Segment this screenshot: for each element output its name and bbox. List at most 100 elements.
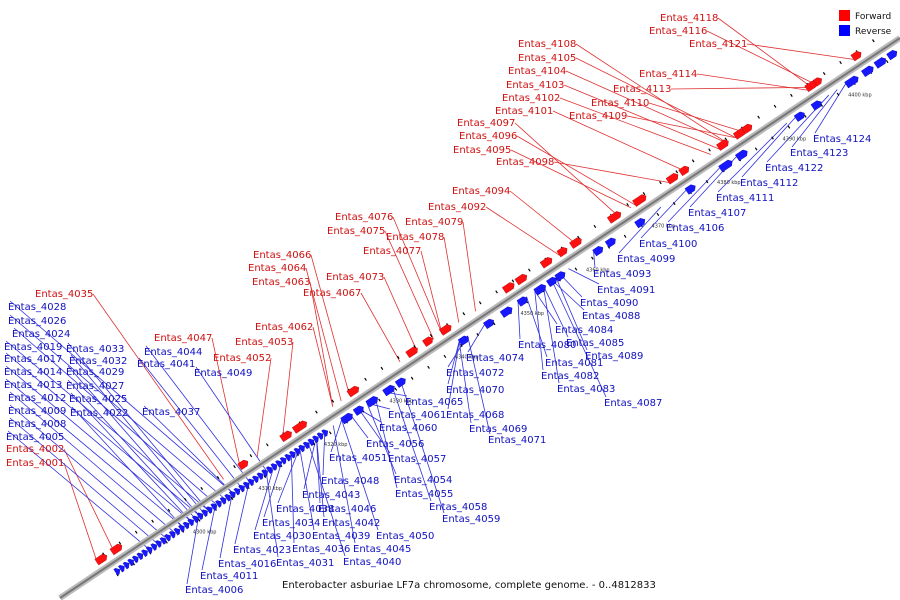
forward-gene — [279, 430, 292, 443]
leader-line — [514, 122, 619, 217]
minor-tick — [642, 192, 646, 196]
reverse-gene — [219, 497, 227, 505]
minor-tick — [429, 334, 433, 338]
reverse-gene — [113, 568, 121, 576]
minor-tick — [803, 114, 807, 118]
leader-line — [593, 251, 596, 269]
gene-label: Entas_4030 — [253, 531, 311, 542]
gene-label: Entas_4085 — [566, 338, 624, 349]
leader-line — [13, 327, 216, 505]
minor-tick — [263, 474, 267, 479]
minor-tick — [574, 267, 578, 271]
leader-line — [234, 481, 250, 545]
minor-tick — [394, 387, 398, 391]
reverse-gene — [321, 429, 329, 437]
gene-label: Entas_4001 — [6, 458, 64, 469]
gene-label: Entas_4104 — [508, 66, 566, 77]
gene-label: Entas_4025 — [69, 394, 127, 405]
gene-label: Entas_4084 — [555, 325, 613, 336]
gene-label: Entas_4049 — [194, 368, 252, 379]
forward-gene — [716, 139, 729, 151]
reverse-gene — [554, 271, 566, 282]
gene-label: Entas_4042 — [322, 518, 380, 529]
reverse-gene — [289, 450, 296, 459]
minor-tick — [230, 496, 234, 500]
minor-tick — [328, 431, 332, 435]
leader-line — [706, 30, 816, 85]
leader-line — [254, 464, 275, 531]
leader-line — [316, 436, 321, 504]
gene-label: Entas_4113 — [613, 84, 671, 95]
minor-tick — [754, 147, 758, 151]
forward-gene — [422, 336, 433, 347]
leader-line — [5, 378, 183, 527]
gene-label: Entas_4060 — [379, 423, 437, 434]
reverse-gene — [224, 494, 231, 502]
leader-line — [741, 117, 796, 178]
reverse-gene — [533, 284, 546, 296]
reverse-gene — [228, 491, 236, 499]
tick-label: 4300 kbp — [193, 529, 217, 535]
leader-line — [791, 89, 838, 148]
gene-label: Entas_4034 — [262, 518, 320, 529]
leader-line — [186, 514, 200, 585]
legend-reverse-swatch — [839, 25, 850, 36]
leader-line — [9, 417, 158, 544]
leader-line — [281, 341, 294, 441]
leader-line — [290, 453, 295, 544]
gene-label: Entas_4077 — [363, 246, 421, 257]
gene-label: Entas_4040 — [343, 557, 401, 568]
leader-line — [552, 110, 686, 172]
gene-label: Entas_4122 — [765, 163, 823, 174]
reverse-gene — [141, 549, 148, 557]
gene-label: Entas_4044 — [144, 347, 202, 358]
gene-label: Entas_4090 — [580, 298, 638, 309]
minor-tick — [839, 61, 842, 65]
backbone-line — [59, 37, 900, 599]
leader-line — [717, 122, 788, 193]
gene-label: Entas_4054 — [394, 475, 452, 486]
reverse-gene — [145, 546, 153, 554]
reverse-gene — [168, 531, 176, 539]
leader-line — [510, 149, 632, 209]
leader-line — [299, 447, 315, 531]
leader-line — [145, 345, 250, 482]
tick-label: 4320 kbp — [324, 442, 348, 448]
leader-line — [360, 292, 401, 362]
gene-label: Entas_4050 — [376, 531, 434, 542]
minor-tick — [459, 343, 463, 348]
leader-line — [458, 341, 472, 424]
leader-line — [322, 431, 326, 476]
gene-label: Entas_4031 — [276, 558, 334, 569]
leader-line — [9, 391, 174, 533]
minor-tick — [462, 312, 466, 316]
tick-label: 4370 kbp — [652, 224, 676, 230]
gene-label: Entas_4091 — [597, 285, 655, 296]
leader-line — [640, 189, 687, 239]
leader-line — [143, 405, 233, 493]
minor-tick — [380, 366, 384, 370]
minor-tick — [511, 279, 515, 283]
reverse-gene — [861, 65, 874, 78]
reverse-gene — [275, 460, 282, 468]
gene-label: Entas_4019 — [4, 342, 62, 353]
reverse-gene — [247, 478, 255, 487]
minor-tick — [378, 398, 381, 402]
tick-label: 4400 kbp — [848, 93, 872, 99]
gene-label: Entas_4112 — [740, 178, 798, 189]
reverse-gene — [684, 184, 696, 195]
reverse-gene — [302, 441, 310, 450]
leader-line — [330, 419, 343, 453]
gene-label: Entas_4051 — [329, 453, 387, 464]
leader-line — [71, 406, 183, 527]
gene-label: Entas_4008 — [8, 419, 66, 430]
gene-label: Entas_4073 — [326, 272, 384, 283]
gene-label: Entas_4022 — [70, 408, 128, 419]
leader-line — [626, 115, 737, 139]
gene-label: Entas_4047 — [154, 333, 212, 344]
gene-label: Entas_4092 — [428, 202, 486, 213]
gene-label: Entas_4032 — [69, 356, 127, 367]
gene-label: Entas_4061 — [388, 410, 446, 421]
reverse-gene — [182, 521, 190, 530]
